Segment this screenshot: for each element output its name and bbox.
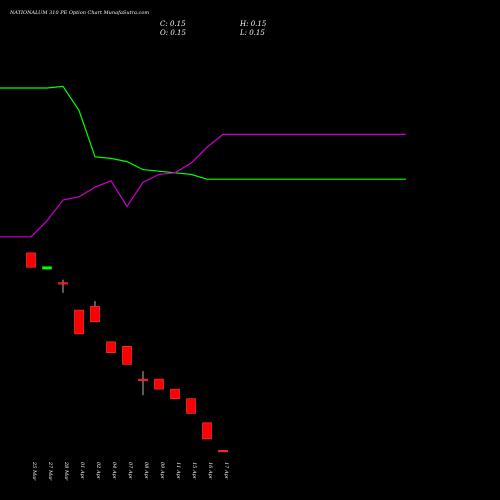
indicator-lines [0, 85, 406, 238]
x-tick-label: 15 Apr [191, 462, 197, 480]
candle-body [106, 341, 116, 353]
candle-body [218, 449, 228, 453]
x-tick-label: 01 Apr [79, 462, 85, 480]
magenta-line [0, 133, 406, 238]
chart-title: NATIONALUM 310 PE Option Chart MunafaSut… [10, 10, 150, 16]
candle-body [186, 398, 196, 414]
candle-body [58, 282, 68, 285]
candlesticks [26, 252, 228, 453]
open-value: O: 0.15 [160, 29, 186, 37]
x-tick-label: 02 Apr [95, 462, 101, 480]
candle-body [90, 306, 100, 323]
close-value: C: 0.15 [160, 20, 186, 28]
x-tick-label: 04 Apr [111, 462, 117, 480]
candle-body [42, 266, 52, 270]
candle-body [170, 388, 180, 400]
green-line [0, 85, 406, 180]
candle-body [74, 309, 84, 335]
x-tick-label: 09 Apr [159, 462, 165, 480]
candle-body [138, 378, 148, 381]
x-tick-label: 16 Apr [207, 462, 213, 480]
x-tick-label: 17 Apr [223, 462, 229, 480]
x-tick-label: 27 Mar [47, 461, 53, 481]
high-value: H: 0.15 [240, 20, 267, 28]
x-tick-label: 07 Apr [127, 462, 133, 480]
x-tick-label: 25 Mar [31, 461, 37, 481]
candle-body [122, 345, 132, 365]
candle-body [202, 422, 212, 440]
x-axis-ticks: 25 Mar 27 Mar 28 Mar 01 Apr 02 Apr 04 Apr 07 A… [31, 461, 229, 481]
x-tick-label: 08 Apr [143, 462, 149, 480]
x-tick-label: 28 Mar [63, 461, 69, 481]
candle-body [154, 378, 164, 390]
x-tick-label: 11 Apr [175, 462, 181, 480]
candle-body [26, 252, 36, 268]
low-value: L: 0.15 [240, 29, 265, 37]
